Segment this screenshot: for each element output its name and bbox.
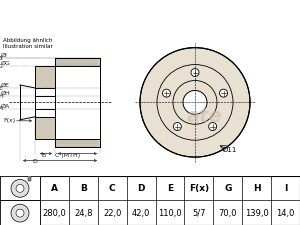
Circle shape — [16, 209, 24, 217]
Circle shape — [220, 89, 227, 97]
Circle shape — [173, 123, 181, 130]
Text: B: B — [80, 184, 87, 193]
Text: ØI: ØI — [1, 53, 8, 58]
Circle shape — [11, 180, 29, 197]
Text: ØG: ØG — [1, 61, 11, 66]
Text: 280,0: 280,0 — [43, 209, 66, 218]
Bar — [0, 176, 40, 200]
Text: A: A — [51, 184, 58, 193]
Text: D: D — [137, 184, 145, 193]
Text: ØA: ØA — [1, 104, 10, 109]
Text: B: B — [42, 153, 46, 158]
Text: ØA: ØA — [0, 106, 4, 111]
Text: F(x): F(x) — [189, 184, 209, 193]
Text: C: C — [109, 184, 116, 193]
Text: 22,0: 22,0 — [103, 209, 122, 218]
Circle shape — [173, 81, 217, 124]
Bar — [28, 173, 31, 181]
Circle shape — [163, 89, 170, 97]
Text: 70,0: 70,0 — [218, 209, 237, 218]
Text: ØE: ØE — [1, 83, 10, 88]
Text: 525131: 525131 — [196, 8, 254, 22]
Circle shape — [208, 123, 217, 130]
Text: ate: ate — [187, 107, 223, 126]
Circle shape — [191, 69, 199, 76]
Polygon shape — [55, 58, 100, 66]
Bar — [0, 200, 40, 225]
Polygon shape — [55, 139, 100, 147]
Polygon shape — [35, 66, 55, 88]
Text: ØH: ØH — [0, 93, 4, 98]
Text: H: H — [253, 184, 260, 193]
Text: Ø11: Ø11 — [223, 147, 237, 153]
Text: Abbildung ähnlich
Illustration similar: Abbildung ähnlich Illustration similar — [3, 38, 53, 49]
Text: 24,8: 24,8 — [74, 209, 93, 218]
Circle shape — [16, 184, 24, 192]
Text: 139,0: 139,0 — [245, 209, 268, 218]
Text: ØI: ØI — [0, 56, 4, 61]
Text: I: I — [284, 184, 287, 193]
Circle shape — [140, 48, 250, 157]
Text: E: E — [167, 184, 173, 193]
Polygon shape — [35, 117, 55, 139]
Text: C (MTH): C (MTH) — [56, 153, 81, 158]
Text: ØG: ØG — [0, 63, 4, 69]
Circle shape — [183, 90, 207, 114]
Text: F(x): F(x) — [3, 118, 15, 123]
Text: 42,0: 42,0 — [132, 209, 150, 218]
Text: 110,0: 110,0 — [158, 209, 182, 218]
Text: D: D — [33, 159, 38, 164]
Text: ØH: ØH — [1, 91, 11, 96]
Text: 24.0325-0131.1: 24.0325-0131.1 — [52, 8, 176, 22]
Circle shape — [11, 204, 29, 222]
Text: G: G — [224, 184, 232, 193]
Text: 5/7: 5/7 — [192, 209, 206, 218]
Text: 14,0: 14,0 — [276, 209, 295, 218]
Text: ØE: ØE — [0, 86, 4, 90]
